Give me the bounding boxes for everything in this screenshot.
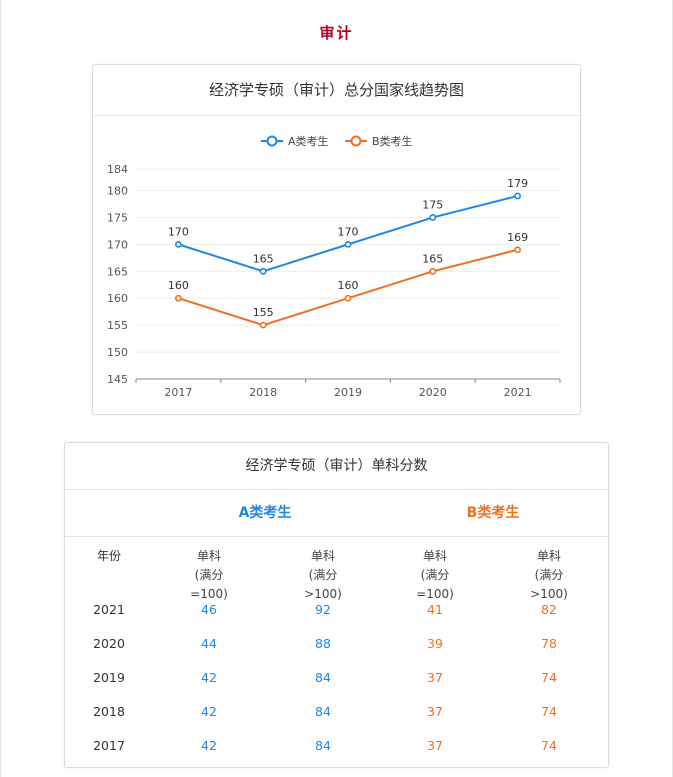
- section-title: 审计: [319, 24, 354, 42]
- data-label: 165: [253, 252, 274, 265]
- table-cell-score: 78: [541, 636, 557, 651]
- x-tick-label: 2017: [164, 386, 192, 399]
- data-label: 155: [253, 306, 274, 319]
- table-cell-score: 74: [541, 738, 557, 753]
- column-header: 单科 (满分>100): [530, 549, 568, 601]
- line-chart: 145 150 155 160 165 170 175 180 184 2017 2018 2019 2…: [107, 134, 561, 399]
- table-cell-score: 88: [315, 636, 331, 651]
- group-a-label: A类考生: [238, 505, 292, 521]
- legend-marker: [350, 135, 362, 147]
- table-cell-score: 42: [201, 704, 217, 719]
- table-cell-year: 2017: [93, 738, 125, 753]
- table-cell-score: 46: [201, 602, 217, 617]
- data-label: 170: [338, 225, 359, 238]
- data-point: [429, 214, 437, 221]
- data-point: [259, 267, 267, 275]
- table-cell-score: 37: [427, 704, 443, 719]
- y-tick-label: 150: [107, 346, 128, 359]
- x-tick-label: 2018: [249, 386, 277, 399]
- column-header: 单科 (满分=100): [190, 549, 228, 601]
- data-point: [514, 192, 521, 200]
- table-cell-score: 84: [315, 670, 331, 685]
- table-cell-score: 84: [315, 704, 331, 719]
- data-label: 165: [422, 252, 443, 265]
- table-cell-year: 2019: [93, 670, 125, 685]
- data-point: [175, 240, 182, 248]
- data-point: [344, 294, 352, 302]
- table-cell-score: 37: [427, 670, 443, 685]
- column-header: 年份: [96, 549, 121, 563]
- line-chart-card: 经济学专硕（审计）总分国家线趋势图 145 150 155 160 165 170 175 1…: [92, 64, 581, 415]
- group-header-row: A类考生 B类考生: [65, 490, 608, 537]
- table-cell-year: 2018: [93, 704, 125, 719]
- table-cell-score: 41: [427, 602, 443, 617]
- y-tick-label: 170: [107, 238, 128, 251]
- chart-title: 经济学专硕（审计）总分国家线趋势图: [93, 65, 580, 116]
- y-tick-label: 160: [107, 292, 128, 305]
- table-cell-score: 84: [315, 738, 331, 753]
- column-header: 单科 (满分=100): [416, 549, 454, 601]
- data-label: 160: [168, 279, 189, 292]
- table-title: 经济学专硕（审计）单科分数: [65, 443, 608, 490]
- table-cell-year: 2021: [93, 602, 125, 617]
- table-cell-score: 39: [427, 636, 443, 651]
- data-label: 170: [168, 225, 189, 238]
- data-point: [514, 246, 521, 254]
- y-tick-label: 175: [107, 211, 128, 224]
- table-cell-score: 92: [315, 602, 331, 617]
- page-border-left: [0, 0, 1, 777]
- y-tick-label: 184: [107, 163, 128, 176]
- legend-label: B类考生: [372, 134, 413, 148]
- data-point: [344, 240, 352, 248]
- data-point: [175, 294, 182, 302]
- table-cell-score: 74: [541, 670, 557, 685]
- score-table-card: 经济学专硕（审计）单科分数 A类考生 B类考生 年份 单科 (满分=100) 单科 (满…: [64, 442, 609, 768]
- data-label: 169: [507, 231, 528, 244]
- table-cell-score: 82: [541, 602, 557, 617]
- y-tick-label: 165: [107, 265, 128, 278]
- data-point: [259, 321, 267, 329]
- data-point: [429, 267, 437, 275]
- data-label: 179: [507, 177, 528, 190]
- table-cell-score: 74: [541, 704, 557, 719]
- x-tick-label: 2020: [419, 386, 447, 399]
- legend-marker: [266, 135, 278, 147]
- x-tick-label: 2019: [334, 386, 362, 399]
- data-label: 175: [422, 198, 443, 211]
- legend-label: A类考生: [288, 134, 329, 148]
- table-cell-score: 42: [201, 670, 217, 685]
- data-label: 160: [338, 279, 359, 292]
- y-tick-label: 155: [107, 319, 128, 332]
- table-cell-score: 42: [201, 738, 217, 753]
- table-cell-score: 37: [427, 738, 443, 753]
- group-b-label: B类考生: [466, 505, 520, 521]
- table-cell-year: 2020: [93, 636, 125, 651]
- column-header: 单科 (满分>100): [304, 549, 342, 601]
- y-tick-label: 180: [107, 185, 128, 198]
- table-cell-score: 44: [201, 636, 217, 651]
- x-tick-label: 2021: [504, 386, 532, 399]
- y-tick-label: 145: [107, 373, 128, 386]
